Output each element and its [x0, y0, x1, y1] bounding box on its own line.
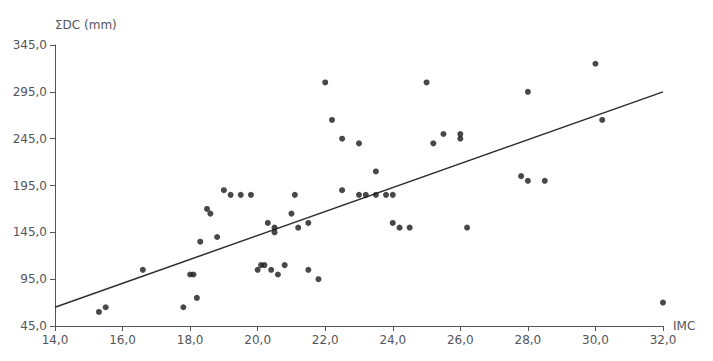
- svg-text:IMC: IMC: [673, 319, 695, 333]
- svg-text:245,0: 245,0: [13, 132, 47, 146]
- svg-text:28,0: 28,0: [515, 333, 542, 347]
- svg-text:32,0: 32,0: [650, 333, 677, 347]
- svg-text:20,0: 20,0: [244, 333, 271, 347]
- svg-text:ΣDC (mm): ΣDC (mm): [55, 18, 117, 32]
- svg-text:345,0: 345,0: [13, 38, 47, 52]
- svg-text:26,0: 26,0: [447, 333, 474, 347]
- svg-text:295,0: 295,0: [13, 85, 47, 99]
- svg-text:145,0: 145,0: [13, 225, 47, 239]
- svg-text:24,0: 24,0: [379, 333, 406, 347]
- svg-text:45,0: 45,0: [20, 319, 47, 333]
- svg-text:18,0: 18,0: [177, 333, 204, 347]
- svg-text:30,0: 30,0: [582, 333, 609, 347]
- svg-text:195,0: 195,0: [13, 179, 47, 193]
- svg-text:95,0: 95,0: [20, 272, 47, 286]
- svg-text:16,0: 16,0: [109, 333, 136, 347]
- svg-text:14,0: 14,0: [42, 333, 69, 347]
- svg-text:22,0: 22,0: [312, 333, 339, 347]
